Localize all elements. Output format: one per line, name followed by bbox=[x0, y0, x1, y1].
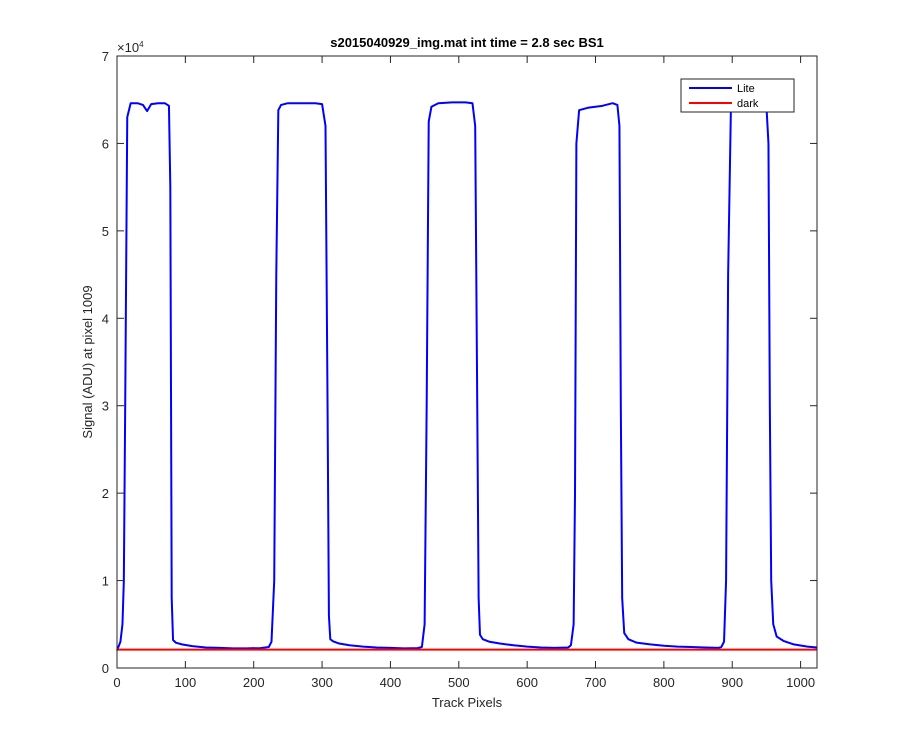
x-tick-label: 300 bbox=[311, 675, 333, 690]
series-line-lite bbox=[116, 101, 818, 651]
x-tick-label: 500 bbox=[448, 675, 470, 690]
y-tick-label: 1 bbox=[102, 574, 109, 589]
y-tick-label: 6 bbox=[102, 136, 109, 151]
y-tick-label: 2 bbox=[102, 486, 109, 501]
x-tick-label: 100 bbox=[175, 675, 197, 690]
legend-label-dark: dark bbox=[737, 98, 759, 110]
series-layer bbox=[116, 101, 818, 651]
x-tick-label: 600 bbox=[516, 675, 538, 690]
x-tick-label: 1000 bbox=[786, 675, 815, 690]
legend-box bbox=[680, 78, 795, 113]
y-tick-label: 5 bbox=[102, 224, 109, 239]
y-exponent-power: 4 bbox=[139, 40, 144, 49]
legend-label-lite: Lite bbox=[737, 83, 755, 95]
plot-area bbox=[117, 56, 817, 668]
y-axis-label: Signal (ADU) at pixel 1009 bbox=[80, 285, 95, 438]
x-tick-label: 400 bbox=[380, 675, 402, 690]
x-tick-label: 200 bbox=[243, 675, 265, 690]
legend: Lite dark bbox=[680, 78, 795, 113]
x-tick-label: 900 bbox=[721, 675, 743, 690]
chart-title: s2015040929_img.mat int time = 2.8 sec B… bbox=[330, 35, 604, 50]
ticks-layer: 0 100 200 300 400 500 600 700 800 900 1000 0 1 2 3 4 5 6 7 bbox=[102, 49, 817, 690]
y-exponent-label: ×104 bbox=[117, 40, 144, 55]
x-tick-label: 800 bbox=[653, 675, 675, 690]
y-tick-label: 4 bbox=[102, 311, 109, 326]
y-tick-label: 7 bbox=[102, 49, 109, 64]
y-tick-label: 3 bbox=[102, 399, 109, 414]
plot-frame bbox=[116, 55, 818, 669]
x-tick-label: 700 bbox=[585, 675, 607, 690]
y-tick-label: 0 bbox=[102, 661, 109, 676]
x-axis-label: Track Pixels bbox=[432, 695, 503, 710]
y-exponent-base: ×10 bbox=[117, 40, 139, 55]
x-tick-label: 0 bbox=[113, 675, 120, 690]
